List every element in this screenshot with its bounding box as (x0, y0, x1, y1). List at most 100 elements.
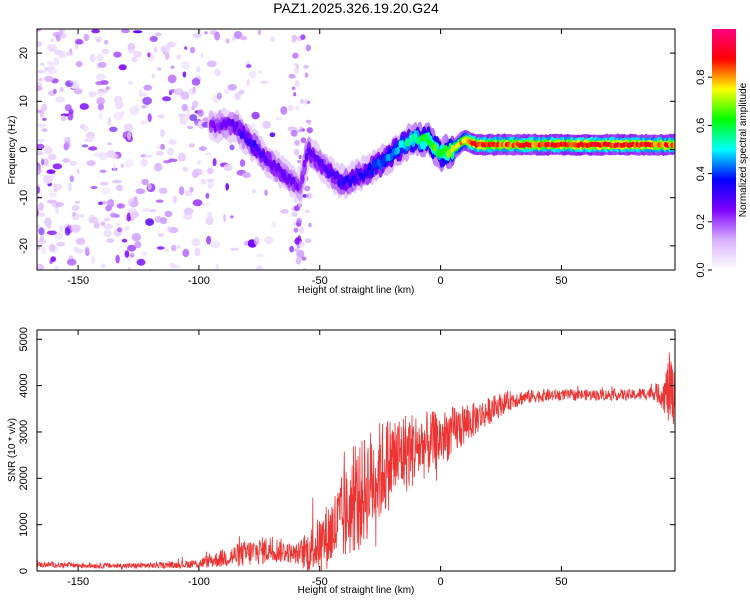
noise-blob (105, 86, 111, 91)
noise-blob (189, 186, 194, 193)
noise-blob (293, 227, 299, 233)
noise-blob (239, 35, 247, 41)
noise-blob (207, 167, 214, 175)
noise-blob (178, 186, 185, 196)
noise-blob (70, 224, 81, 233)
noise-blob (116, 203, 126, 209)
ridge-blob (370, 168, 374, 176)
noise-blob (157, 233, 164, 237)
noise-blob (135, 188, 146, 195)
noise-blob (205, 152, 212, 156)
noise-blob (103, 229, 112, 238)
noise-blob (189, 114, 198, 122)
noise-blob (124, 250, 130, 258)
colorbar-tick-label: 0.8 (695, 70, 707, 85)
noise-blob (138, 89, 143, 98)
noise-blob (100, 221, 106, 226)
snr-y-tick-label: 1000 (18, 512, 30, 536)
noise-blob (297, 235, 302, 241)
noise-blob (53, 57, 60, 66)
noise-blob (38, 69, 44, 74)
noise-blob (160, 45, 170, 54)
noise-blob (84, 246, 90, 255)
noise-blob (242, 172, 251, 179)
noise-blob (131, 56, 138, 63)
noise-blob (303, 64, 309, 69)
spectrogram-y-tick-label: -20 (18, 238, 30, 254)
noise-blob (167, 226, 171, 232)
noise-blob (39, 62, 45, 66)
noise-blob (206, 60, 217, 68)
noise-blob (141, 178, 149, 186)
noise-blob (248, 70, 257, 79)
noise-blob (182, 71, 187, 78)
noise-blob (48, 244, 59, 254)
spectrogram-x-tick-label: 0 (438, 275, 444, 287)
noise-blob (141, 104, 147, 109)
snr-x-tick-label: -50 (312, 576, 328, 588)
noise-blob (149, 209, 157, 213)
noise-blob (147, 113, 152, 123)
noise-blob (164, 210, 173, 218)
noise-blob (59, 29, 64, 36)
noise-blob (37, 29, 42, 32)
noise-blob (142, 208, 151, 213)
noise-blob (293, 248, 301, 253)
noise-blob (304, 98, 309, 105)
noise-blob (229, 144, 235, 151)
ridge-blob (300, 174, 305, 183)
noise-blob (206, 178, 215, 182)
ridge-blob (365, 168, 370, 176)
ridge-blob (335, 170, 340, 179)
noise-blob (191, 238, 201, 247)
noise-blob (164, 51, 170, 60)
noise-blob (301, 256, 307, 261)
noise-blob (143, 84, 153, 91)
noise-blob (121, 29, 130, 34)
noise-blob (107, 117, 112, 126)
noise-blob (223, 213, 227, 223)
noise-blob (37, 123, 47, 128)
noise-blob (142, 96, 153, 105)
noise-blob (136, 258, 146, 266)
colorbar-ticks: 0.0 0.2 0.4 0.6 0.8 (695, 70, 712, 278)
noise-blob (110, 212, 117, 218)
spectrogram-x-tick-label: -150 (67, 275, 89, 287)
noise-blob (50, 38, 54, 43)
noise-blob (94, 36, 103, 41)
noise-blob (157, 114, 165, 119)
noise-blob (58, 53, 66, 58)
noise-blob (90, 186, 98, 189)
snr-plot-area (37, 330, 675, 571)
noise-blob (156, 144, 161, 150)
noise-blob (304, 209, 310, 214)
snr-frame (36, 329, 676, 572)
noise-blob (225, 38, 230, 44)
noise-blob (251, 189, 256, 193)
snr-y-tick-label: 4000 (18, 373, 30, 397)
noise-blob (246, 64, 252, 68)
noise-blob (47, 67, 57, 75)
noise-blob (304, 238, 312, 244)
noise-blob (147, 52, 151, 58)
noise-blob (83, 33, 90, 42)
noise-blob (197, 109, 204, 117)
noise-blob (41, 103, 48, 112)
noise-blob (298, 240, 305, 248)
noise-blob (157, 67, 162, 71)
noise-blob (100, 187, 111, 195)
noise-blob (290, 129, 298, 137)
noise-blob (66, 258, 77, 266)
noise-blob (62, 158, 70, 163)
noise-blob (129, 106, 139, 116)
noise-blob (156, 150, 164, 156)
ridge-blob (304, 153, 309, 161)
noise-blob (167, 74, 177, 84)
noise-blob (69, 175, 75, 183)
noise-blob (101, 48, 110, 55)
noise-blob (270, 36, 275, 42)
noise-blob (86, 160, 96, 167)
noise-blob (113, 111, 124, 121)
snr-y-tick-label: 0 (18, 568, 30, 574)
noise-blob (255, 253, 264, 258)
